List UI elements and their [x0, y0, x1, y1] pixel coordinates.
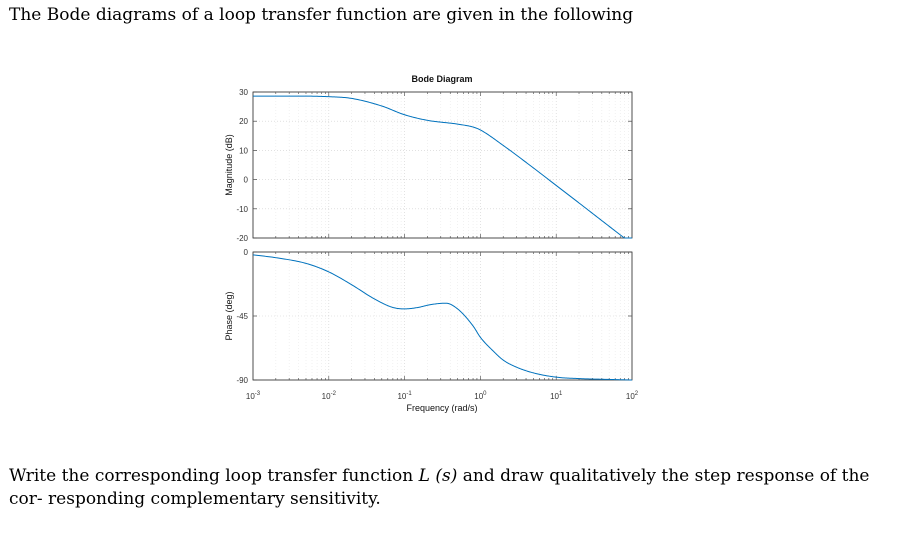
- x-tick-label: 102: [626, 391, 639, 401]
- x-tick-label: 100: [474, 391, 487, 401]
- magnitude-grid: [253, 92, 632, 238]
- magnitude-ytick-label: -10: [236, 205, 248, 214]
- phase-panel: 0 -45 -90 Phase (deg): [224, 248, 633, 385]
- phase-ytick-label: 0: [244, 248, 249, 257]
- x-tick-base: 10: [626, 392, 635, 401]
- x-tick-labels: 10-3 10-2 10-1 100 101 102: [246, 391, 639, 401]
- x-tick-label: 10-2: [322, 391, 337, 401]
- x-tick-exponent: -3: [255, 391, 261, 397]
- magnitude-axis-label: Magnitude (dB): [224, 134, 234, 196]
- x-tick-base: 10: [246, 392, 255, 401]
- x-axis-label: Frequency (rad/s): [406, 403, 477, 413]
- question-part-1: Write the corresponding loop transfer fu…: [9, 466, 419, 486]
- magnitude-ytick-label: 10: [239, 146, 248, 155]
- x-tick-label: 10-3: [246, 391, 261, 401]
- phase-ytick-label: -45: [236, 312, 248, 321]
- x-tick-label: 10-1: [397, 391, 412, 401]
- magnitude-axes-box: [252, 91, 633, 239]
- phase-ytick-label: -90: [236, 376, 248, 385]
- x-tick-exponent: -1: [406, 391, 412, 397]
- x-tick-exponent: 1: [559, 391, 563, 397]
- magnitude-ytick-label: 20: [239, 117, 248, 126]
- intro-text: The Bode diagrams of a loop transfer fun…: [9, 5, 634, 25]
- phase-grid: [253, 252, 632, 380]
- x-tick-exponent: 2: [635, 391, 639, 397]
- x-tick-label: 101: [550, 391, 563, 401]
- x-tick-exponent: -2: [331, 391, 337, 397]
- magnitude-curve: [253, 95, 632, 239]
- x-tick-base: 10: [550, 392, 559, 401]
- magnitude-ytick-label: 30: [239, 88, 248, 97]
- magnitude-y-ticks: 30 20 10 0 -10 -20: [236, 88, 632, 243]
- question-math: L (s): [418, 466, 458, 486]
- x-tick-exponent: 0: [483, 391, 487, 397]
- x-tick-base: 10: [474, 392, 483, 401]
- x-tick-base: 10: [322, 392, 331, 401]
- question-text: Write the corresponding loop transfer fu…: [9, 465, 889, 511]
- phase-axis-label: Phase (deg): [224, 291, 234, 340]
- magnitude-panel: 30 20 10 0 -10 -20 Magnitude (dB): [224, 88, 633, 243]
- phase-curve: [252, 254, 633, 381]
- x-tick-base: 10: [397, 392, 406, 401]
- plot-title: Bode Diagram: [411, 74, 472, 84]
- magnitude-ytick-label: -20: [236, 234, 248, 243]
- magnitude-ytick-label: 0: [244, 176, 249, 185]
- question-part-2: and draw qualitatively the step response…: [9, 466, 870, 509]
